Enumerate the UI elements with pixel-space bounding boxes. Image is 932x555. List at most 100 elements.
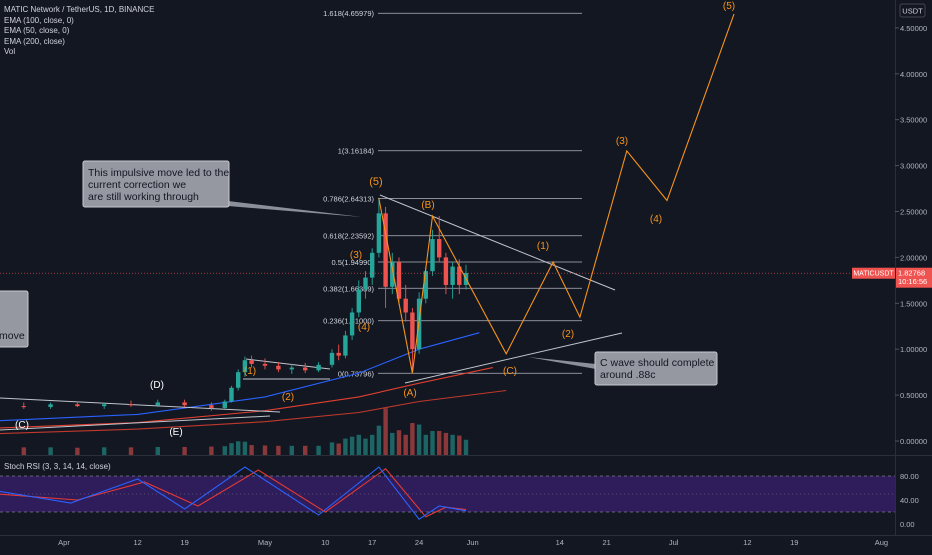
volume-bar <box>383 408 388 455</box>
fib-label-6: 0.236(1.31000) <box>323 317 374 326</box>
price-axis[interactable]: USDT 4.50000 4.00000 3.50000 3.00000 2.50000… <box>895 3 927 446</box>
volume-bar <box>356 434 361 455</box>
wave-c-early: (C) <box>15 420 29 431</box>
time-tick-label: 10 <box>321 538 329 547</box>
time-axis[interactable]: Apr 12 19 May 10 17 24 Jun 14 21 Jul 12 19 Aug <box>58 538 888 547</box>
price-tick-label: 1.00000 <box>900 345 927 354</box>
trendlines[interactable] <box>0 194 623 431</box>
wave-3-projection: (3) <box>616 136 628 147</box>
price-tick-label: 1.50000 <box>900 299 927 308</box>
volume-bar <box>437 431 442 455</box>
trendline-c[interactable] <box>0 415 271 431</box>
candle-body <box>242 360 248 373</box>
candle-body <box>410 312 415 350</box>
fib-label-2: 0.786(2.64313) <box>323 194 374 203</box>
candle-body <box>457 266 462 285</box>
volume-bar <box>262 445 268 455</box>
time-tick-label: 12 <box>134 538 142 547</box>
wave-5-top: (5) <box>369 176 382 188</box>
wave-e: (E) <box>169 427 182 438</box>
wave-3-impulse: (3) <box>350 250 362 261</box>
callout-impulse-line-3: are still working through <box>88 191 199 203</box>
wave-2-projection: (2) <box>562 329 574 340</box>
candle-body <box>276 365 281 370</box>
candle-body <box>329 352 335 365</box>
last-price-marker: MATICUSDT 1.82768 10:16:56 <box>0 267 932 288</box>
trendline-d[interactable] <box>0 397 281 413</box>
price-tick-label: 4.00000 <box>900 70 927 79</box>
time-tick-label: Aug <box>875 538 888 547</box>
time-tick-label: 14 <box>556 538 564 547</box>
callout-cut-off-text: move <box>0 330 25 342</box>
candle-body <box>423 271 428 299</box>
currency-label: USDT <box>902 7 923 16</box>
candle-body <box>370 252 375 278</box>
candle-body <box>289 367 294 370</box>
callout-c-wave-pointer <box>528 357 596 369</box>
wave-1-early: (1) <box>244 366 256 377</box>
stoch-band <box>0 476 895 512</box>
callout-c-wave-line-1: C wave should complete <box>600 357 715 369</box>
candle-body <box>209 405 214 408</box>
candle-body <box>403 298 408 313</box>
candle-body <box>376 213 382 253</box>
wave-1-projection: (1) <box>537 241 549 252</box>
wave-projection[interactable] <box>378 13 735 374</box>
candle-body <box>363 277 368 290</box>
indicator-ema-50[interactable]: EMA (50, close, 0) <box>4 26 70 35</box>
candle-body <box>128 404 134 406</box>
triangle-bottom[interactable] <box>404 332 623 384</box>
wave-labels: (5) (3) (4) (B) (A) (C) (1) (2) (3) (4) … <box>15 1 735 438</box>
volume-bar <box>249 445 254 455</box>
wave-d: (D) <box>150 380 164 391</box>
callout-c-wave-box[interactable] <box>594 351 718 386</box>
candle-body <box>437 239 442 258</box>
stoch-tick-label: 0.00 <box>900 520 915 529</box>
callout-cut-off-box[interactable] <box>0 290 29 348</box>
flag-top[interactable] <box>245 358 331 370</box>
time-tick-label: 19 <box>790 538 798 547</box>
stoch-k-line <box>0 466 467 520</box>
volume-bar <box>329 442 335 455</box>
wave-2-early: (2) <box>282 392 294 403</box>
volume-bar <box>303 445 308 455</box>
countdown-value: 10:16:56 <box>898 277 927 286</box>
price-tick-label: 2.50000 <box>900 208 927 217</box>
indicator-volume[interactable]: Vol <box>4 47 16 56</box>
volume-bar <box>236 441 241 455</box>
stoch-pane[interactable]: Stoch RSI (3, 3, 14, 14, close) 80.00 40.… <box>0 462 919 529</box>
currency-badge[interactable] <box>899 3 926 18</box>
symbol-title[interactable]: MATIC Network / TetherUS, 1D, BINANCE <box>4 5 155 14</box>
wave-4-projection: (4) <box>650 214 662 225</box>
volume-bar <box>222 446 227 455</box>
candle-body <box>349 312 355 336</box>
volume-bar <box>128 447 134 455</box>
stoch-tick-label: 80.00 <box>900 472 919 481</box>
candle-body <box>443 257 449 285</box>
stoch-axis: 80.00 40.00 0.00 <box>900 472 919 529</box>
candle-body <box>249 360 254 364</box>
callout-impulse-pointer <box>228 201 362 217</box>
fib-label-0: 1.618(4.65979) <box>323 9 374 18</box>
volume-bar <box>349 436 355 455</box>
symbol-badge <box>852 267 895 279</box>
triangle-top[interactable] <box>379 194 616 291</box>
fib-label-5: 0.382(1.66389) <box>323 284 374 293</box>
wave-4-impulse: (4) <box>358 322 370 333</box>
callout-cut-off[interactable]: move <box>0 290 29 348</box>
volume-bar <box>242 441 248 455</box>
stoch-tick-label: 40.00 <box>900 496 919 505</box>
candle-body <box>336 352 341 356</box>
time-tick-label: 12 <box>743 538 751 547</box>
main-pane[interactable] <box>0 0 895 455</box>
candle-body <box>75 404 80 407</box>
callout-impulse[interactable]: This impulsive move led to the current c… <box>82 160 362 217</box>
ema-50-line <box>0 332 480 422</box>
indicator-ema-200[interactable]: EMA (200, close) <box>4 36 65 46</box>
indicator-ema-100[interactable]: EMA (100, close, 0) <box>4 15 74 25</box>
callout-c-wave[interactable]: C wave should complete around .88c <box>528 351 718 386</box>
price-tick-label: 0.50000 <box>900 391 927 400</box>
callout-impulse-box[interactable] <box>82 160 230 208</box>
